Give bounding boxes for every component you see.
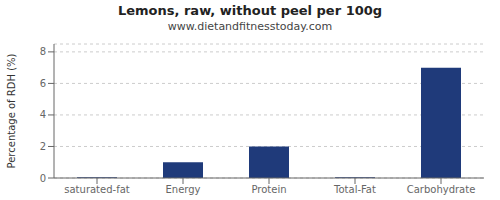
svg-text:8: 8 [40,46,46,57]
svg-text:Carbohydrate: Carbohydrate [407,184,476,195]
svg-text:Percentage of RDH (%): Percentage of RDH (%) [8,53,17,168]
svg-text:2: 2 [40,141,46,152]
svg-text:4: 4 [40,109,46,120]
svg-text:Protein: Protein [251,184,286,195]
svg-text:6: 6 [40,78,46,89]
html-text:Lemons, raw, without peel per: Lemons, raw, without peel per 100g [117,3,383,18]
svg-text:saturated-fat: saturated-fat [64,184,130,195]
svg-text:0: 0 [40,173,46,184]
svg-text:Total-Fat: Total-Fat [333,184,376,195]
html-text:www.dietandfitnesstoday.com: www.dietandfitnesstoday.com [167,20,333,33]
svg-text:Energy: Energy [165,184,200,195]
